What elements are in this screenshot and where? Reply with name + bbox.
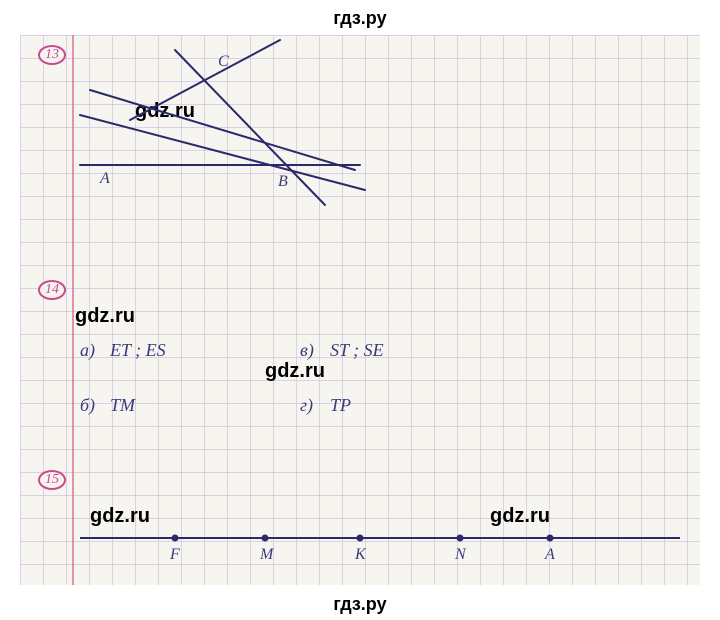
graph-paper: 13 14 15 gdz.ru gdz.ru gdz.ru gdz.ru gdz… [20,35,700,585]
p15-label-N: N [455,546,466,564]
p15-label-M: M [260,546,273,564]
p15-label-A: A [545,546,555,564]
problem15-line [20,35,700,585]
header-watermark: гдз.ру [333,8,386,29]
p15-label-K: K [355,546,366,564]
p15-label-F: F [170,546,180,564]
footer-watermark: гдз.ру [333,594,386,615]
